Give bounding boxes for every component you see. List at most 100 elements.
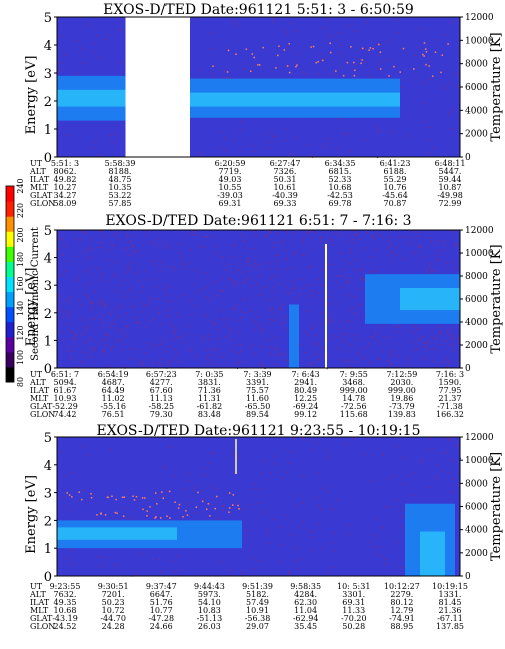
table-cell: 50.23 xyxy=(102,598,125,607)
table-row-label: UT xyxy=(30,582,43,591)
table-cell: 6188. xyxy=(384,167,407,176)
table-cell: 3831. xyxy=(198,378,221,387)
y-right-axis-label: Temperature [K] xyxy=(489,452,504,561)
table-cell: 115.68 xyxy=(340,410,368,419)
table-cell: 10.72 xyxy=(102,606,125,615)
table-cell: 4277. xyxy=(150,378,173,387)
colorbar-swatch xyxy=(6,276,14,293)
colorbar-tick-label: 120 xyxy=(16,325,25,340)
table-cell: 11.13 xyxy=(150,394,173,403)
table-cell: 7326. xyxy=(274,167,297,176)
table-cell: 9:51:39 xyxy=(242,582,273,591)
table-cell: 10.55 xyxy=(219,183,242,192)
table-cell: 49.82 xyxy=(54,175,77,184)
table-cell: 12.79 xyxy=(390,606,413,615)
y-right-tick-label: 2000 xyxy=(465,549,488,559)
table-cell: -62.94 xyxy=(293,614,319,623)
table-cell: 7719. xyxy=(219,167,242,176)
table-cell: 10.27 xyxy=(54,183,77,192)
panel-2: EXOS-D/TED Date:961121 6:51: 7 - 7:16: 3… xyxy=(24,213,504,419)
y-right-tick-label: 2000 xyxy=(465,341,488,351)
y-tick-label: 1 xyxy=(44,334,52,349)
colorbar-tick-label: 100 xyxy=(16,350,25,365)
table-cell: 61.67 xyxy=(54,386,77,395)
colorbar-swatch xyxy=(6,216,14,232)
y-right-tick-label: 6000 xyxy=(465,503,488,513)
y-right-tick-label: 10000 xyxy=(465,249,494,259)
table-row-label: GLON xyxy=(30,199,55,208)
table-cell: 10: 5:31 xyxy=(337,582,370,591)
y-tick-label: 0 xyxy=(44,362,52,377)
table-cell: 7: 6:43 xyxy=(291,370,319,379)
table-row-label: GLAT xyxy=(30,614,53,623)
colorbar-swatch xyxy=(6,261,14,277)
table-cell: 49.03 xyxy=(219,175,242,184)
table-cell: 6:51: 7 xyxy=(51,370,79,379)
y-tick-label: 4 xyxy=(44,39,52,54)
y-right-tick-label: 0 xyxy=(465,364,471,374)
y-tick-label: 5 xyxy=(44,11,52,26)
table-cell: 62.30 xyxy=(294,598,317,607)
table-cell: 24.28 xyxy=(102,622,125,631)
table-row-label: ILAT xyxy=(30,598,50,607)
table-cell: -74.91 xyxy=(389,614,415,623)
table-cell: -67.11 xyxy=(437,614,463,623)
table-cell: 6815. xyxy=(329,167,352,176)
table-cell: -61.82 xyxy=(197,402,223,411)
table-cell: 14.78 xyxy=(342,394,365,403)
y-right-tick-label: 0 xyxy=(465,572,471,582)
colorbar-swatch xyxy=(6,186,14,202)
table-row-label: ALT xyxy=(29,590,46,599)
table-row-label: MLT xyxy=(30,183,49,192)
table-cell: 6647. xyxy=(150,590,173,599)
y-right-tick-label: 4000 xyxy=(465,318,488,328)
table-cell: 5:58:39 xyxy=(105,159,136,168)
colorbar-tick-label: 220 xyxy=(16,203,25,218)
table-cell: 34.27 xyxy=(54,191,77,200)
table-cell: 11.60 xyxy=(246,394,269,403)
colorbar-label: Second Harmonic Current xyxy=(30,227,41,361)
table-cell: 67.60 xyxy=(150,386,173,395)
y-tick-label: 0 xyxy=(44,151,52,166)
table-cell: 3391. xyxy=(246,378,269,387)
table-cell: 9:58:35 xyxy=(290,582,321,591)
colorbar-swatch xyxy=(6,336,14,353)
table-cell: 57.49 xyxy=(246,598,269,607)
table-cell: 70.87 xyxy=(384,199,407,208)
y-tick-label: 2 xyxy=(44,514,52,529)
table-cell: 69.33 xyxy=(274,199,297,208)
table-cell: 11.04 xyxy=(294,606,317,615)
y-right-tick-label: 4000 xyxy=(465,526,488,536)
table-cell: 6:34:35 xyxy=(325,159,356,168)
table-cell: 55.29 xyxy=(384,175,407,184)
table-cell: 69.78 xyxy=(329,199,352,208)
table-row-label: GLAT xyxy=(30,402,53,411)
colorbar-frame xyxy=(5,185,15,383)
table-cell: 10.68 xyxy=(54,606,77,615)
table-cell: 69.31 xyxy=(219,199,242,208)
table-cell: 6:54:19 xyxy=(98,370,129,379)
table-cell: 11.02 xyxy=(102,394,125,403)
table-cell: 166.32 xyxy=(436,410,464,419)
table-cell: 5973. xyxy=(198,590,221,599)
table-cell: 6:41:23 xyxy=(380,159,411,168)
table-cell: -58.25 xyxy=(148,402,174,411)
table-cell: -70.20 xyxy=(341,614,367,623)
table-cell: 12.25 xyxy=(294,394,317,403)
table-cell: 137.85 xyxy=(436,622,464,631)
y-tick-label: 1 xyxy=(44,542,52,557)
table-cell: 72.99 xyxy=(439,199,462,208)
energy-band xyxy=(57,42,449,121)
table-cell: -73.79 xyxy=(389,402,415,411)
table-row-label: GLON xyxy=(30,410,55,419)
table-cell: 79.30 xyxy=(150,410,173,419)
y-right-tick-label: 0 xyxy=(465,153,471,163)
table-cell: 21.36 xyxy=(439,606,462,615)
panel-1: EXOS-D/TED Date:961121 5:51: 3 - 6:50:59… xyxy=(24,2,504,208)
table-cell: 10.35 xyxy=(109,183,132,192)
data-gap xyxy=(125,17,190,157)
colorbar-swatch xyxy=(6,291,14,308)
table-cell: 2279. xyxy=(390,590,413,599)
table-cell: 3468. xyxy=(342,378,365,387)
colorbar-swatch xyxy=(6,321,14,338)
